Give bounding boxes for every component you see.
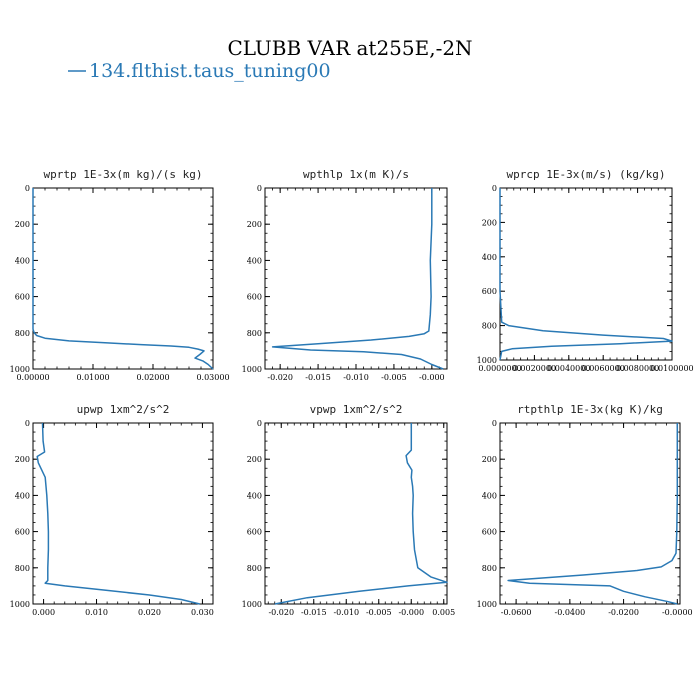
plot-frame [499, 422, 681, 605]
series-line [507, 423, 679, 605]
y-tick-label: 1000 [477, 356, 497, 365]
y-tick-label: 600 [15, 293, 30, 302]
x-tick-label: -0.0600 [501, 608, 532, 617]
chart-panel-4: upwp 1xm^2/s^2 0 200 400 600 800 10000.000 0.01… [10, 403, 214, 617]
y-tick-label: 400 [15, 256, 30, 265]
plot-frame [32, 187, 214, 370]
y-tick-label: 200 [247, 455, 262, 464]
y-tick-label: 600 [482, 287, 497, 296]
x-tick-label: 0.005 [432, 608, 455, 617]
x-tick-label: -0.010 [333, 608, 359, 617]
y-tick-label: 200 [482, 455, 497, 464]
y-tick-label: 800 [482, 322, 497, 331]
y-tick-label: 200 [15, 220, 30, 229]
panel-title: rtpthlp 1E-3x(kg K)/kg [517, 403, 663, 416]
y-tick-label: 800 [482, 564, 497, 573]
y-tick-label: 600 [482, 528, 497, 537]
series-line [36, 422, 200, 605]
chart-panel-5: vpwp 1xm^2/s^2 0 200 400 600 800 1000 -0.020 -0.… [242, 403, 456, 617]
x-tick-label: 0.0100000 [650, 364, 693, 373]
plot-frame [264, 422, 448, 605]
x-tick-label: 0.020 [138, 608, 161, 617]
legend: 134.flthist.taus_tuning00 [68, 60, 331, 82]
plot-frame [32, 422, 214, 605]
x-tick-label: 0.0000000 [478, 364, 521, 373]
y-tick-label: 400 [15, 491, 30, 500]
y-tick-label: 0 [25, 419, 30, 428]
y-tick-label: 0 [25, 184, 30, 193]
x-tick-label: 0.0040000 [547, 364, 590, 373]
legend-label: 134.flthist.taus_tuning00 [89, 60, 331, 82]
y-tick-label: 600 [247, 293, 262, 302]
y-tick-label: 1000 [242, 600, 262, 609]
x-tick-label: 0.02000 [136, 373, 169, 382]
y-tick-label: 0 [257, 184, 262, 193]
y-tick-label: 800 [15, 564, 30, 573]
x-tick-label: 0.03000 [196, 373, 229, 382]
y-tick-label: 600 [247, 528, 262, 537]
y-tick-label: 1000 [477, 600, 497, 609]
x-tick-label: -0.005 [381, 373, 407, 382]
y-tick-label: 400 [482, 491, 497, 500]
x-tick-label: -0.015 [305, 373, 331, 382]
x-tick-label: 0.0020000 [513, 364, 556, 373]
x-tick-label: -0.020 [267, 373, 293, 382]
y-tick-label: 1000 [242, 365, 262, 374]
x-tick-label: 0.01000 [76, 373, 109, 382]
chart-panel-3: wprcp 1E-3x(m/s) (kg/kg) 0 200 400 600 800 100… [477, 168, 694, 373]
y-tick-label: 1000 [10, 365, 30, 374]
x-tick-label: -0.000 [419, 373, 445, 382]
x-tick-label: -0.000 [398, 608, 424, 617]
y-tick-label: 400 [247, 256, 262, 265]
x-tick-label: -0.0000 [662, 608, 693, 617]
y-tick-label: 0 [257, 419, 262, 428]
x-tick-label: 0.000 [32, 608, 55, 617]
y-tick-label: 1000 [10, 600, 30, 609]
y-tick-label: 400 [482, 253, 497, 262]
panel-title: wpthlp 1x(m K)/s [303, 168, 409, 181]
y-tick-label: 800 [247, 329, 262, 338]
panel-title: wprtp 1E-3x(m kg)/(s kg) [44, 168, 203, 181]
x-tick-label: -0.010 [343, 373, 369, 382]
x-tick-label: 0.0060000 [582, 364, 625, 373]
y-tick-label: 200 [482, 218, 497, 227]
series-line [274, 423, 448, 605]
x-tick-label: -0.0200 [608, 608, 639, 617]
series-line [271, 188, 444, 370]
x-tick-label: -0.005 [366, 608, 392, 617]
x-tick-label: -0.015 [301, 608, 327, 617]
plot-frame [264, 187, 448, 370]
x-tick-label: 0.010 [85, 608, 108, 617]
x-tick-label: 0.030 [191, 608, 214, 617]
x-tick-label: 0.0080000 [616, 364, 659, 373]
y-tick-label: 0 [492, 419, 497, 428]
y-tick-label: 600 [15, 528, 30, 537]
series-line [499, 188, 673, 361]
y-tick-label: 0 [492, 184, 497, 193]
panel-title: vpwp 1xm^2/s^2 [310, 403, 403, 416]
series-line [32, 188, 214, 370]
y-tick-label: 800 [247, 564, 262, 573]
x-tick-label: -0.020 [268, 608, 294, 617]
y-tick-label: 400 [247, 491, 262, 500]
y-tick-label: 800 [15, 329, 30, 338]
chart-panel-1: wprtp 1E-3x(m kg)/(s kg) 0 200 400 600 800 100… [10, 168, 230, 382]
chart-panel-6: rtpthlp 1E-3x(kg K)/kg02004006008001000-… [477, 403, 693, 617]
figure-title: CLUBB VAR at255E,-2N [227, 36, 472, 60]
chart-panel-2: wpthlp 1x(m K)/s 0 200 400 600 800 1000 -0.020 -… [242, 168, 448, 382]
panel-title: upwp 1xm^2/s^2 [77, 403, 170, 416]
panel-title: wprcp 1E-3x(m/s) (kg/kg) [507, 168, 666, 181]
x-tick-label: -0.0400 [554, 608, 585, 617]
panels: wprtp 1E-3x(m kg)/(s kg) 0 200 400 600 800 100… [10, 168, 694, 617]
y-tick-label: 200 [247, 220, 262, 229]
y-tick-label: 200 [15, 455, 30, 464]
x-tick-label: 0.00000 [16, 373, 49, 382]
